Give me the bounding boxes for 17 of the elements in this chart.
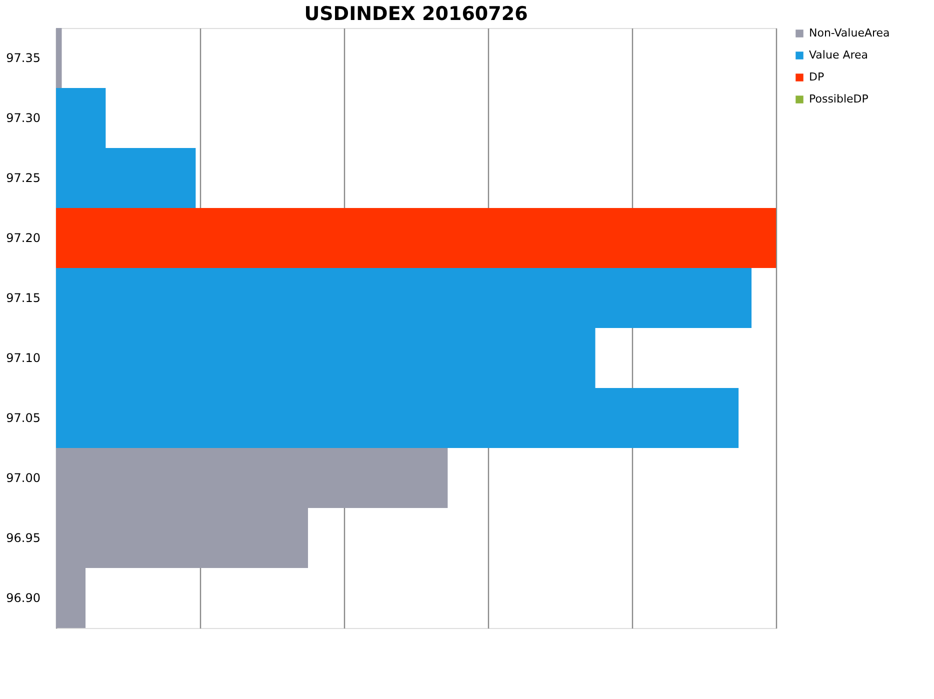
y-tick-label: 97.35 xyxy=(6,51,40,65)
y-tick-label: 97.00 xyxy=(6,471,40,485)
y-tick-label: 97.10 xyxy=(6,351,40,365)
y-tick-label: 97.15 xyxy=(6,291,40,305)
y-tick-label: 97.25 xyxy=(6,171,40,185)
bar xyxy=(56,28,62,88)
legend-label: DP xyxy=(809,70,824,84)
y-tick-label: 96.90 xyxy=(6,591,40,605)
bar xyxy=(56,208,776,268)
legend-label: Value Area xyxy=(809,48,868,62)
chart-title: USDINDEX 20160726 xyxy=(304,3,528,25)
legend-label: PossibleDP xyxy=(809,92,869,106)
y-tick-label: 97.20 xyxy=(6,231,40,245)
y-tick-label: 96.95 xyxy=(6,531,40,545)
y-tick-label: 97.30 xyxy=(6,111,40,125)
y-tick-label: 97.05 xyxy=(6,411,40,425)
legend-label: Non-ValueArea xyxy=(809,26,890,40)
